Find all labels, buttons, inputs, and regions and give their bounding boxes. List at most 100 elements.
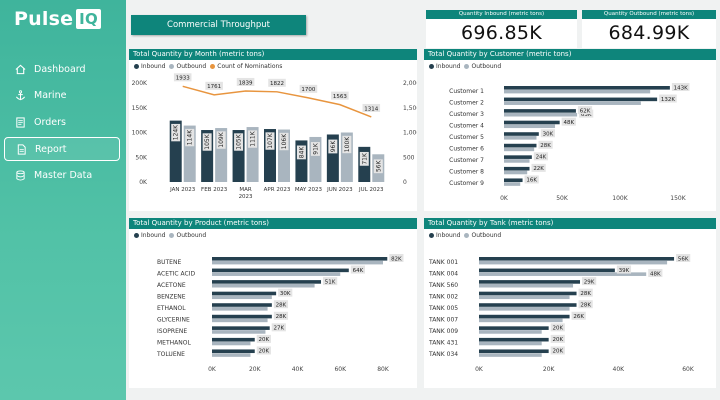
bar-value-label-inbound-bg: [550, 323, 565, 332]
y-tick-label: 150K: [132, 105, 148, 112]
bar-value-label-outbound: 100K: [344, 136, 351, 152]
bar-inbound: [212, 280, 322, 284]
kpi-outbound: Quantity Outbound (metric tons) 684.99K: [582, 10, 716, 48]
bar-inbound: [504, 86, 670, 90]
bar-value-label-inbound-bg: [531, 163, 546, 172]
bar-value-label-inbound-bg: [256, 334, 271, 343]
bar-outbound: [212, 307, 268, 311]
bar-value-label-inbound-bg: [578, 300, 593, 309]
chart-legend-customer: Inbound Outbound: [429, 63, 501, 70]
legend-label-inbound: Inbound: [141, 63, 166, 70]
chart-svg-customer: Customer 1 143K Customer 2 132K Customer 3 63…: [449, 83, 690, 202]
bar-value-label-inbound-bg: [577, 106, 593, 115]
chart-panel-month[interactable]: Total Quantity by Month (metric tons) In…: [129, 49, 417, 211]
bar-value-label-inbound: 28K: [276, 303, 287, 309]
bar-value-label-bg: [171, 123, 181, 142]
legend-item-inbound[interactable]: Inbound: [134, 63, 165, 70]
y-tick-label: 0K: [139, 179, 148, 186]
legend-item-outbound[interactable]: Outbound: [169, 63, 206, 70]
page-title: Commercial Throughput: [131, 15, 306, 35]
x-tick-label: 2023: [239, 194, 253, 200]
legend-item-inbound[interactable]: Inbound: [134, 232, 165, 239]
bar-value-label-bg: [216, 131, 226, 149]
y2-tick-label: 1,500: [403, 105, 417, 112]
legend-item-inbound[interactable]: Inbound: [429, 232, 460, 239]
chart-panel-product[interactable]: Total Quantity by Product (metric tons) …: [129, 218, 417, 388]
bar-outbound: [504, 159, 530, 163]
bar-value-label-inbound: 20K: [259, 349, 270, 355]
y2-tick-label: 0: [403, 179, 407, 186]
nav-item-master-data[interactable]: Master Data: [4, 163, 120, 187]
bar-inbound: [479, 257, 675, 261]
bar-outbound: [479, 318, 563, 323]
app-logo[interactable]: Pulse IQ: [14, 8, 101, 30]
bar-value-label-inbound: 22K: [533, 166, 544, 172]
nav-label-orders: Orders: [34, 116, 66, 128]
nav-item-orders[interactable]: Orders: [4, 110, 120, 134]
category-label: TANK 034: [428, 351, 458, 358]
legend-label-inbound: Inbound: [436, 232, 461, 239]
bar-value-label-inbound: 62K: [580, 108, 591, 114]
nav-item-marine[interactable]: Marine: [4, 83, 120, 107]
bar-outbound: [504, 136, 537, 140]
bar-value-label-inbound: 16K: [526, 178, 537, 184]
category-label: TOLUENE: [156, 351, 185, 358]
legend-label-outbound: Outbound: [176, 63, 207, 70]
nav-item-dashboard[interactable]: Dashboard: [4, 57, 120, 81]
bar-inbound: [479, 349, 549, 354]
bar-inbound: [212, 291, 277, 296]
bar-outbound: [212, 295, 272, 300]
legend-item-outbound[interactable]: Outbound: [169, 232, 206, 239]
nominations-value-label: 1761: [207, 84, 221, 90]
bar-value-label-inbound: 56K: [678, 256, 689, 262]
bar-outbound: [212, 283, 315, 288]
category-label: Customer 1: [449, 88, 484, 95]
bar-inbound: [212, 326, 270, 330]
bar-value-label-bg: [279, 132, 289, 151]
legend-item-inbound[interactable]: Inbound: [429, 63, 460, 70]
bar-value-label-outbound: 114K: [187, 129, 194, 145]
category-label: Customer 6: [449, 146, 484, 153]
bar-inbound: [504, 132, 539, 136]
category-label: TANK 560: [428, 282, 458, 289]
bar-value-label-inbound: 84K: [298, 146, 305, 159]
bar-value-label-inbound: 20K: [552, 337, 563, 343]
legend-label-outbound: Outbound: [176, 232, 207, 239]
bar-inbound: [212, 337, 255, 342]
category-label: BUTENE: [157, 259, 181, 266]
legend-item-nominations[interactable]: Count of Nominations: [210, 63, 282, 70]
bar-value-label-group: 105K: [202, 133, 212, 151]
brand-suffix: IQ: [76, 9, 101, 29]
legend-item-outbound[interactable]: Outbound: [464, 232, 501, 239]
bar-outbound: [479, 283, 574, 288]
bar-value-label-bg: [202, 133, 212, 151]
bar-value-label-bg: [342, 135, 352, 154]
bar-outbound: [504, 101, 641, 105]
category-label: ISOPRENE: [157, 328, 187, 335]
x-tick-label: 20K: [249, 366, 262, 373]
chart-panel-customer[interactable]: Total Quantity by Customer (metric tons)…: [424, 49, 716, 211]
bar-value-label-inbound: 30K: [543, 132, 554, 138]
bar-inbound: [212, 257, 388, 261]
nav-item-report[interactable]: Report: [4, 137, 120, 161]
y-tick-label: 100K: [132, 130, 148, 137]
x-tick-label: 0K: [208, 366, 217, 373]
bar-inbound: [504, 120, 560, 125]
legend-item-outbound[interactable]: Outbound: [464, 63, 501, 70]
category-label: GLYCERINE: [157, 317, 190, 324]
category-label: Customer 9: [449, 180, 484, 187]
bar-value-label-inbound-bg: [273, 311, 289, 320]
nav-label-master-data: Master Data: [34, 169, 93, 181]
nominations-value-label: 1563: [333, 94, 347, 100]
bar-outbound: [212, 260, 383, 265]
bar-value-label-inbound: 105K: [204, 133, 211, 149]
bar-value-label-inbound: 28K: [580, 303, 591, 309]
bar-outbound: [479, 307, 570, 311]
bar-outbound: [504, 170, 528, 175]
brand-name: Pulse: [14, 8, 74, 30]
chart-title-product: Total Quantity by Product (metric tons): [129, 218, 417, 229]
kpi-inbound-value: 696.85K: [460, 22, 543, 44]
chart-panel-tank[interactable]: Total Quantity by Tank (metric tons) Inb…: [424, 218, 716, 388]
x-tick-label: 50K: [556, 195, 569, 202]
bar-outbound: [246, 127, 259, 182]
